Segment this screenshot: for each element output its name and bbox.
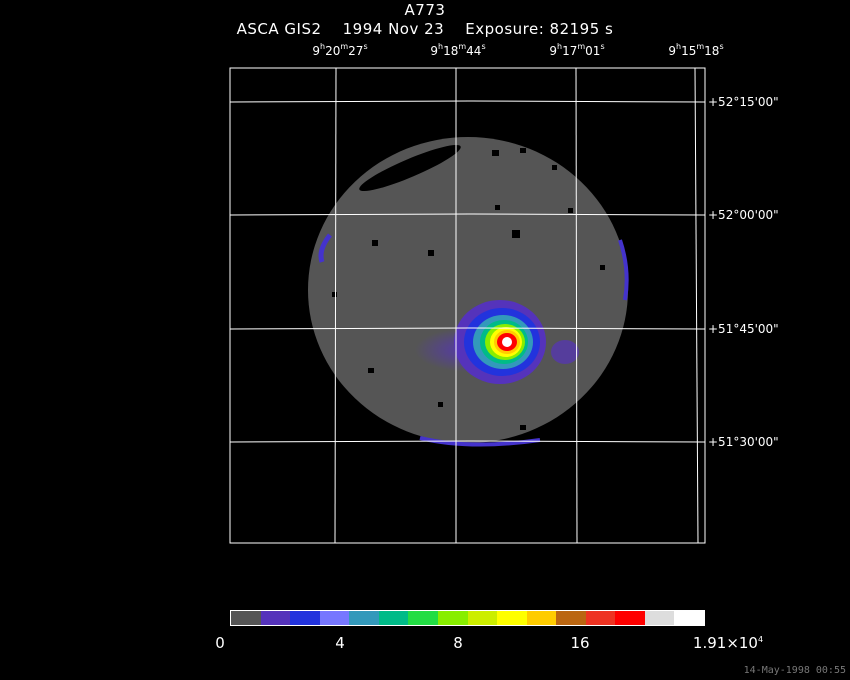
intensity-colorbar xyxy=(230,610,705,626)
ra-label: 9h17m01s xyxy=(549,42,605,59)
image-subtitle: ASCA GIS2 1994 Nov 23 Exposure: 82195 s xyxy=(0,20,850,38)
coordinate-grid xyxy=(229,67,706,544)
rim-fragment xyxy=(419,436,541,447)
colorbar-swatch xyxy=(408,611,438,625)
background-holes xyxy=(332,128,605,430)
colorbar-swatch xyxy=(260,611,291,625)
dec-label: +52°15'00" xyxy=(708,95,779,109)
calibration-streak xyxy=(359,144,461,192)
colorbar-swatch xyxy=(319,611,350,625)
dec-label: +51°30'00" xyxy=(708,435,779,449)
colorbar-swatch xyxy=(644,611,675,625)
detector-disk xyxy=(308,137,628,443)
colorbar-swatch xyxy=(585,611,616,625)
ra-label: 9h15m18s xyxy=(668,42,724,59)
cluster-core xyxy=(454,300,546,384)
detector-field xyxy=(308,128,629,447)
ra-label: 9h20m27s xyxy=(312,42,368,59)
colorbar-tick: 0 xyxy=(215,634,225,652)
colorbar-tick: 8 xyxy=(453,634,463,652)
image-title: A773 xyxy=(404,1,446,19)
colorbar-swatch xyxy=(674,611,704,625)
plot-frame xyxy=(229,67,706,544)
dec-label: +52°00'00" xyxy=(708,208,779,222)
colorbar-swatch xyxy=(290,611,320,625)
colorbar-max-label: 1.91×104 xyxy=(692,634,764,652)
rim-fragment xyxy=(318,233,332,263)
colorbar-swatch xyxy=(378,611,409,625)
dec-label: +51°45'00" xyxy=(708,322,779,336)
colorbar-swatch xyxy=(437,611,468,625)
rim-fragment xyxy=(618,239,629,301)
colorbar-swatch xyxy=(526,611,557,625)
ra-label: 9h18m44s xyxy=(430,42,486,59)
colorbar-tick: 16 xyxy=(570,634,590,652)
generation-timestamp: 14-May-1998 00:55 xyxy=(743,665,846,676)
colorbar-swatch xyxy=(231,611,261,625)
exposure-label: Exposure: 82195 s xyxy=(465,20,614,38)
observation-date: 1994 Nov 23 xyxy=(342,20,445,38)
colorbar-swatch xyxy=(615,611,645,625)
secondary-source xyxy=(551,340,579,364)
colorbar-tick: 4 xyxy=(335,634,345,652)
colorbar-swatch xyxy=(497,611,527,625)
colorbar-swatch xyxy=(349,611,379,625)
colorbar-swatch xyxy=(467,611,498,625)
colorbar-swatch xyxy=(556,611,586,625)
instrument-label: ASCA GIS2 xyxy=(236,20,322,38)
